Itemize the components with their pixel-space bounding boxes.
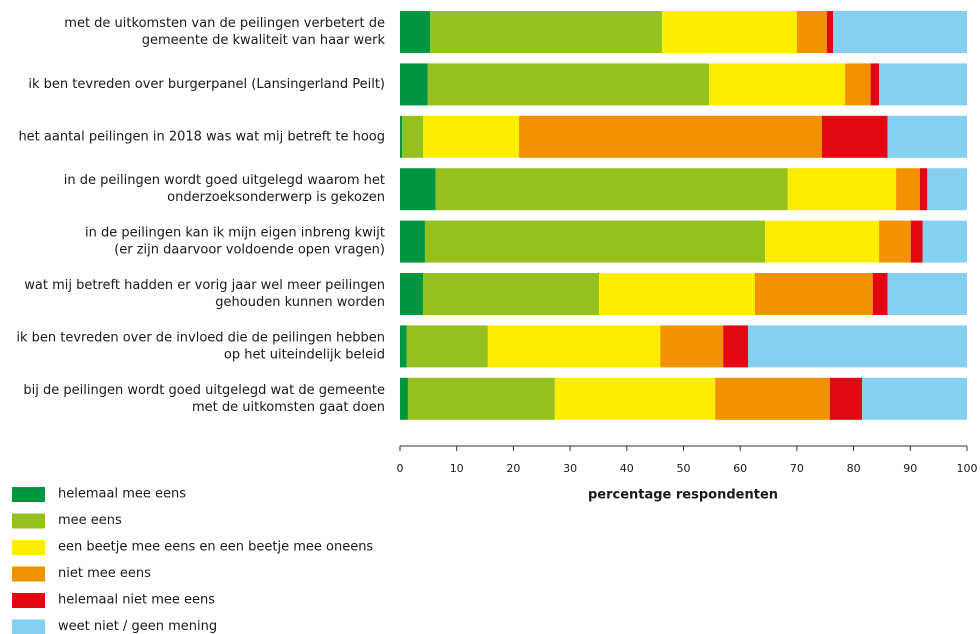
category-label: in de peilingen kan ik mijn eigen inbren…	[85, 226, 385, 241]
legend-label: mee eens	[58, 513, 122, 528]
legend-label: helemaal mee eens	[58, 487, 186, 502]
x-tick-label: 40	[620, 462, 634, 475]
x-tick-label: 100	[957, 462, 978, 475]
bar-segment	[400, 273, 424, 315]
bar-segment	[599, 273, 755, 315]
category-label: met de uitkomsten van de peilingen verbe…	[64, 16, 385, 31]
x-tick-label: 10	[450, 462, 464, 475]
bar-segment	[723, 325, 749, 368]
bar-segment	[796, 11, 827, 53]
bar-segment	[872, 273, 888, 315]
legend-label: helemaal niet mee eens	[58, 593, 215, 608]
bar-segment	[423, 115, 520, 158]
category-label: gemeente de kwaliteit van haar werk	[142, 33, 386, 48]
category-label: gehouden kunnen worden	[215, 295, 385, 310]
category-label: op het uiteindelijk beleid	[224, 347, 385, 362]
bar-segment	[400, 63, 428, 106]
legend-swatch	[12, 593, 45, 608]
bar-segment	[879, 63, 967, 106]
bar-segment	[927, 168, 967, 211]
x-tick-label: 30	[563, 462, 577, 475]
bar-segment	[402, 115, 424, 158]
bar-segment	[424, 220, 766, 263]
x-tick-label: 70	[790, 462, 804, 475]
legend-label: niet mee eens	[58, 566, 151, 581]
bar-segment	[862, 377, 967, 420]
legend-swatch	[12, 540, 45, 555]
bar-segment	[400, 115, 403, 158]
category-label: ik ben tevreden over burgerpanel (Lansin…	[28, 77, 385, 92]
bar-segment	[709, 63, 846, 106]
bar-segment	[400, 220, 425, 263]
bar-segment	[715, 377, 830, 420]
category-label: het aantal peilingen in 2018 was wat mij…	[18, 129, 385, 144]
bar-segment	[660, 325, 724, 368]
bar-segment	[435, 168, 788, 211]
category-label: met de uitkomsten gaat doen	[192, 400, 385, 415]
x-tick-label: 0	[397, 462, 404, 475]
bar-segment	[400, 325, 407, 368]
bar-segment	[870, 63, 880, 106]
bar-segment	[879, 220, 911, 263]
bar-segment	[400, 168, 436, 211]
x-axis-label: percentage respondenten	[588, 488, 778, 503]
bar-segment	[519, 115, 822, 158]
bar-segment	[427, 63, 710, 106]
bar-segment	[787, 168, 897, 211]
legend-swatch	[12, 619, 45, 634]
legend-label: een beetje mee eens en een beetje mee on…	[58, 540, 373, 555]
bar-segment	[887, 115, 967, 158]
bar-segment	[423, 273, 600, 315]
bar-segment	[754, 273, 873, 315]
bar-segment	[661, 11, 797, 53]
bar-segment	[922, 220, 967, 263]
x-tick-label: 60	[733, 462, 747, 475]
bar-segment	[919, 168, 928, 211]
category-label: in de peilingen wordt goed uitgelegd waa…	[64, 173, 385, 188]
bar-segment	[887, 273, 967, 315]
legend-label: weet niet / geen mening	[58, 619, 217, 634]
category-label: bij de peilingen wordt goed uitgelegd wa…	[23, 383, 385, 398]
x-tick-label: 20	[506, 462, 520, 475]
category-label: wat mij betreft hadden er vorig jaar wel…	[24, 278, 385, 293]
category-label: onderzoeksonderwerp is gekozen	[167, 190, 385, 205]
bar-segment	[400, 11, 431, 53]
bar-segment	[765, 220, 880, 263]
bar-segment	[400, 377, 408, 420]
bar-segment	[821, 115, 888, 158]
bar-segment	[407, 377, 555, 420]
bar-segment	[829, 377, 863, 420]
bar-segment	[430, 11, 662, 53]
bar-segment	[554, 377, 716, 420]
category-label: ik ben tevreden over de invloed die de p…	[16, 330, 385, 345]
bar-segment	[896, 168, 920, 211]
bar-segment	[487, 325, 661, 368]
bar-segment	[748, 325, 967, 368]
bar-segment	[826, 11, 834, 53]
bar-segment	[833, 11, 967, 53]
legend-swatch	[12, 566, 45, 582]
x-tick-label: 90	[903, 462, 917, 475]
legend-swatch	[12, 513, 45, 529]
bar-segment	[845, 63, 871, 106]
category-label: (er zijn daarvoor voldoende open vragen)	[114, 243, 385, 258]
x-tick-label: 80	[847, 462, 861, 475]
bar-segment	[910, 220, 923, 263]
x-tick-label: 50	[677, 462, 691, 475]
legend-swatch	[12, 487, 45, 502]
bar-segment	[406, 325, 488, 368]
